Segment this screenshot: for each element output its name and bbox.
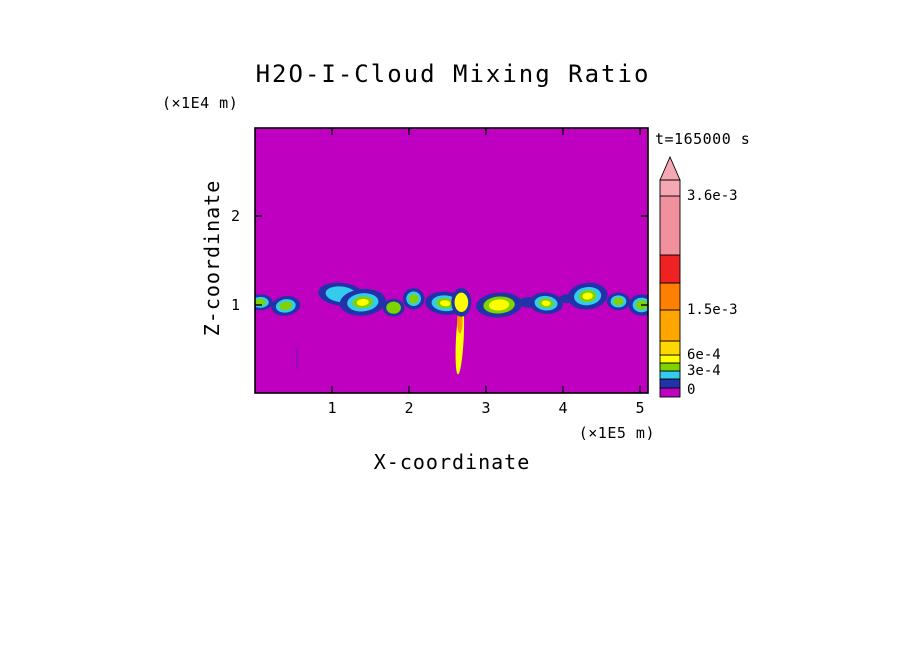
- contour-blob: [439, 300, 451, 307]
- contour-blob: [279, 301, 293, 311]
- contour-blob: [356, 298, 369, 306]
- colorbar-arrow: [659, 155, 681, 181]
- contour-blob: [613, 297, 624, 306]
- x-tick-label-5: 5: [635, 399, 645, 417]
- colorbar-segment: [659, 340, 681, 356]
- colorbar-segment: [659, 254, 681, 284]
- contour-blob: [386, 301, 401, 314]
- colorbar-segment: [659, 370, 681, 380]
- x-tick-label-4: 4: [558, 399, 568, 417]
- y-tick-label-2: 2: [230, 207, 240, 225]
- axis-ticks: [255, 128, 648, 393]
- colorbar-segment: [659, 378, 681, 389]
- y-axis-title: Z-coordinate: [200, 179, 224, 337]
- contour-blob: [408, 294, 419, 304]
- colorbar-segment: [659, 195, 681, 256]
- colorbar-label-3p6e-3: 3.6e-3: [687, 188, 738, 204]
- time-annotation: t=165000 s: [655, 130, 751, 148]
- contour-blob: [541, 300, 551, 307]
- plot-background: [255, 128, 648, 393]
- colorbar-segment: [659, 179, 681, 197]
- cloud-contours: [255, 282, 648, 375]
- chart-title: H2O-I-Cloud Mixing Ratio: [255, 60, 651, 88]
- y-tick-label-1: 1: [230, 296, 240, 314]
- x-tick-label-3: 3: [481, 399, 491, 417]
- colorbar-label-3e-4: 3e-4: [687, 363, 721, 379]
- colorbar-segment: [659, 282, 681, 311]
- colorbar-segment: [659, 354, 681, 364]
- colorbar-segment: [659, 387, 681, 398]
- contour-blob: [454, 292, 469, 313]
- contour-blob: [488, 299, 510, 311]
- colorbar: [659, 155, 681, 398]
- contour-blob: [582, 292, 593, 300]
- colorbar-label-1p5e-3: 1.5e-3: [687, 302, 738, 318]
- contour-blob: [296, 345, 299, 371]
- colorbar-segment: [659, 309, 681, 342]
- x-tick-label-2: 2: [404, 399, 414, 417]
- colorbar-label-0: 0: [687, 382, 696, 398]
- y-axis-units: (×1E4 m): [162, 94, 239, 112]
- contour-blob: [255, 298, 266, 306]
- x-axis-units: (×1E5 m): [578, 424, 655, 442]
- colorbar-segment: [659, 362, 681, 372]
- x-tick-label-1: 1: [327, 399, 337, 417]
- plot-border: [254, 127, 649, 394]
- colorbar-label-6e-4: 6e-4: [687, 347, 721, 363]
- x-axis-title: X-coordinate: [373, 450, 531, 474]
